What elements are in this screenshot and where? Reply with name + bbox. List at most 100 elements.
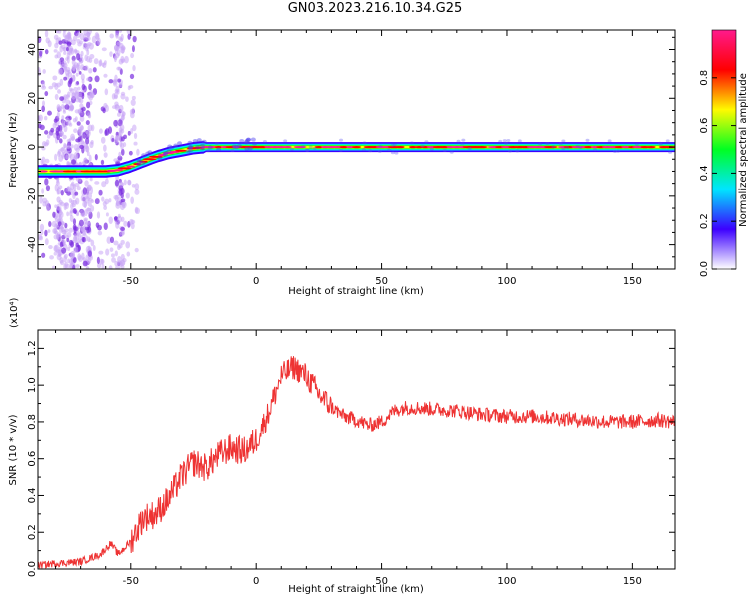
noise-speckle bbox=[53, 251, 58, 256]
noise-speckle bbox=[77, 42, 82, 47]
noise-speckle bbox=[93, 58, 99, 65]
noise-speckle bbox=[103, 60, 107, 65]
noise-speckle bbox=[66, 41, 72, 46]
ridge-halo bbox=[246, 137, 252, 142]
x-tick-label: 150 bbox=[623, 576, 642, 587]
ridge-halo bbox=[199, 143, 205, 148]
noise-speckle bbox=[131, 45, 135, 53]
noise-speckle bbox=[56, 233, 60, 241]
noise-speckle bbox=[78, 98, 84, 104]
noise-speckle bbox=[55, 30, 60, 34]
noise-speckle bbox=[61, 115, 65, 121]
spectrogram-panel: -50 0 50 100 150 -40 -20 0 20 40 Height of straig… bbox=[8, 29, 676, 297]
noise-speckle bbox=[45, 185, 51, 192]
noise-speckle bbox=[54, 93, 59, 101]
noise-speckle bbox=[73, 86, 78, 91]
noise-speckle bbox=[120, 142, 124, 150]
noise-speckle bbox=[114, 216, 118, 222]
noise-speckle bbox=[69, 215, 74, 222]
noise-speckle bbox=[55, 37, 59, 45]
noise-speckle bbox=[96, 211, 101, 219]
noise-speckle bbox=[111, 93, 116, 100]
noise-speckle bbox=[108, 216, 113, 224]
snr-series-line bbox=[38, 356, 675, 569]
noise-speckle bbox=[98, 189, 103, 196]
ridge-halo bbox=[517, 139, 522, 143]
noise-speckle bbox=[82, 187, 87, 195]
noise-speckle bbox=[94, 153, 98, 161]
noise-speckle bbox=[70, 144, 74, 149]
noise-speckle bbox=[115, 32, 119, 39]
x-tick-label: 100 bbox=[497, 276, 516, 287]
noise-speckle bbox=[81, 236, 85, 243]
noise-speckle bbox=[78, 70, 82, 75]
ridge-halo bbox=[206, 149, 211, 153]
noise-speckle bbox=[108, 198, 112, 203]
ridge-halo bbox=[424, 140, 429, 144]
ridge-peak bbox=[117, 167, 132, 170]
noise-speckle bbox=[55, 130, 60, 136]
ridge-halo bbox=[460, 142, 465, 146]
noise-speckle bbox=[51, 265, 56, 269]
noise-speckle bbox=[57, 68, 63, 75]
noise-speckle bbox=[74, 90, 80, 95]
noise-speckle bbox=[131, 124, 137, 132]
noise-speckle bbox=[56, 203, 60, 211]
ridge-halo bbox=[244, 139, 249, 143]
noise-speckle bbox=[97, 224, 102, 231]
noise-speckle bbox=[85, 36, 91, 42]
ridge-halo bbox=[233, 145, 239, 150]
noise-speckle bbox=[64, 104, 70, 110]
x-tick-label: -50 bbox=[123, 276, 139, 287]
noise-speckle bbox=[41, 105, 45, 113]
noise-speckle bbox=[101, 62, 105, 67]
noise-speckle bbox=[66, 145, 71, 149]
noise-speckle bbox=[103, 152, 108, 158]
noise-speckle bbox=[109, 51, 113, 57]
ridge-peak bbox=[351, 145, 362, 149]
ridge-peak bbox=[293, 145, 307, 149]
ridge-halo bbox=[616, 149, 621, 153]
noise-speckle bbox=[123, 220, 128, 227]
noise-speckle bbox=[41, 156, 46, 165]
ridge-peak bbox=[38, 170, 48, 173]
noise-speckle bbox=[120, 93, 126, 100]
ridge-peak bbox=[544, 145, 558, 149]
ridge-halo bbox=[368, 149, 373, 153]
noise-speckle bbox=[120, 114, 125, 122]
ridge-halo bbox=[289, 147, 294, 151]
noise-speckle bbox=[44, 130, 49, 135]
noise-speckle bbox=[69, 88, 75, 94]
noise-speckle bbox=[118, 188, 123, 196]
noise-speckle bbox=[118, 104, 124, 112]
ridge-peak bbox=[133, 163, 142, 166]
noise-speckle bbox=[88, 226, 92, 233]
noise-speckle bbox=[56, 51, 61, 59]
noise-speckle bbox=[131, 95, 136, 101]
noise-speckle bbox=[77, 177, 82, 182]
ridge-halo bbox=[442, 149, 447, 153]
y-tick-label: -20 bbox=[27, 188, 38, 204]
y-tick-label: 0.0 bbox=[27, 561, 38, 577]
noise-speckle bbox=[102, 201, 107, 207]
noise-speckle bbox=[105, 212, 109, 217]
colorbar-tick-label: 0.8 bbox=[699, 70, 710, 86]
noise-speckle bbox=[82, 42, 88, 47]
snr-ticks: -50 0 50 100 150 0.0 0.2 0.4 0.6 0.8 1.0 1.2 bbox=[27, 329, 675, 587]
noise-speckle bbox=[59, 256, 64, 264]
noise-speckle bbox=[132, 65, 136, 72]
noise-speckle bbox=[114, 74, 118, 82]
noise-speckle bbox=[82, 232, 87, 237]
noise-speckle bbox=[76, 186, 81, 191]
noise-speckle bbox=[127, 179, 132, 186]
noise-speckle bbox=[61, 247, 67, 254]
noise-speckle bbox=[134, 189, 140, 195]
noise-speckle bbox=[72, 35, 78, 42]
noise-speckle bbox=[88, 154, 92, 163]
noise-speckle bbox=[134, 207, 140, 215]
noise-speckle bbox=[39, 229, 44, 236]
noise-speckle bbox=[130, 53, 135, 59]
snr-y-axis-label: SNR (10 * v/v) bbox=[8, 414, 19, 485]
noise-speckle bbox=[58, 138, 63, 144]
noise-speckle bbox=[56, 176, 60, 184]
